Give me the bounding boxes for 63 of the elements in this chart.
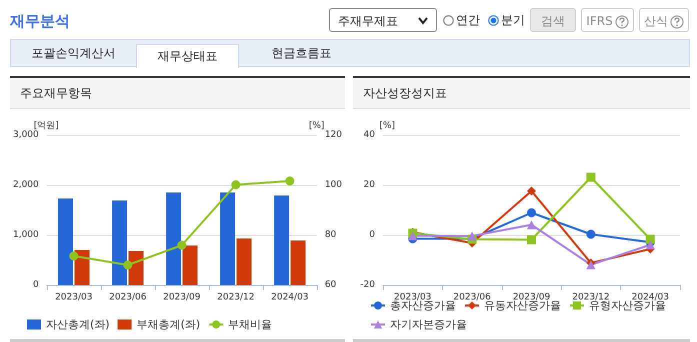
text: 검색	[530, 8, 576, 32]
point	[231, 180, 240, 190]
y-tick-label: 1,000	[13, 230, 40, 240]
bar	[74, 250, 90, 285]
point	[285, 176, 294, 186]
legend-label: 총자산증가율	[390, 299, 456, 312]
point	[69, 252, 78, 260]
y2-axis-title: [%]	[308, 121, 324, 132]
y-tick-label: 40	[364, 130, 376, 140]
point	[468, 232, 477, 240]
bar	[166, 192, 182, 285]
point	[408, 231, 418, 240]
legend-label: 부채비율	[228, 318, 272, 331]
y-tick-label: 2,000	[13, 180, 40, 190]
y-tick-label: 0	[369, 230, 376, 240]
point	[527, 208, 536, 218]
y2-tick-label: 100	[324, 180, 342, 190]
legend-label: 부채총계(좌)	[136, 318, 200, 331]
legend-label: 자기자본증가율	[390, 318, 467, 331]
y-axis-title: [%]	[379, 121, 395, 132]
x-tick-label: 2023/03	[55, 292, 92, 302]
text: 분기	[500, 12, 525, 29]
point	[646, 240, 655, 250]
bar	[128, 251, 144, 285]
text: 현금흐름표	[270, 45, 332, 62]
text: 주재무제표	[329, 8, 437, 32]
x-tick-label: 2023/12	[217, 292, 254, 302]
x-tick-label: 2023/09	[163, 292, 201, 302]
point	[586, 230, 596, 239]
bar	[182, 246, 198, 285]
text: 산식	[639, 8, 689, 32]
y-tick-label: 20	[364, 180, 376, 190]
point	[586, 172, 596, 182]
y-axis-title: [억원]	[34, 121, 59, 132]
bar	[274, 196, 290, 285]
point	[177, 240, 186, 250]
y2-tick-label: 120	[324, 130, 342, 140]
bar	[58, 198, 74, 285]
text: 재무상태표	[136, 44, 239, 68]
legend-label: 유형자산증가율	[589, 299, 666, 312]
point	[527, 235, 536, 244]
x-tick-label: 2024/03	[271, 292, 309, 302]
chart-title: 주요재무항목	[10, 78, 345, 109]
y-tick-label: -20	[360, 280, 376, 290]
bar	[290, 240, 306, 285]
bar	[220, 192, 236, 285]
text: 포괄손익계산서	[30, 45, 116, 62]
point	[123, 260, 132, 270]
bar	[112, 200, 128, 285]
y2-tick-label: 80	[324, 230, 337, 240]
text: 연간	[455, 12, 480, 29]
point	[646, 234, 655, 244]
legend-label: 자산총계(좌)	[46, 318, 110, 331]
bar	[236, 238, 252, 285]
x-tick-label: 2023/06	[109, 292, 147, 302]
text: 재무분석	[10, 12, 70, 31]
y-tick-label: 3,000	[13, 130, 40, 140]
point	[527, 220, 536, 230]
text: IFRS	[581, 8, 634, 32]
chart-title: 자산성장성지표	[353, 78, 690, 109]
y-tick-label: 0	[33, 280, 40, 290]
y2-tick-label: 60	[324, 280, 337, 290]
point	[527, 186, 536, 196]
